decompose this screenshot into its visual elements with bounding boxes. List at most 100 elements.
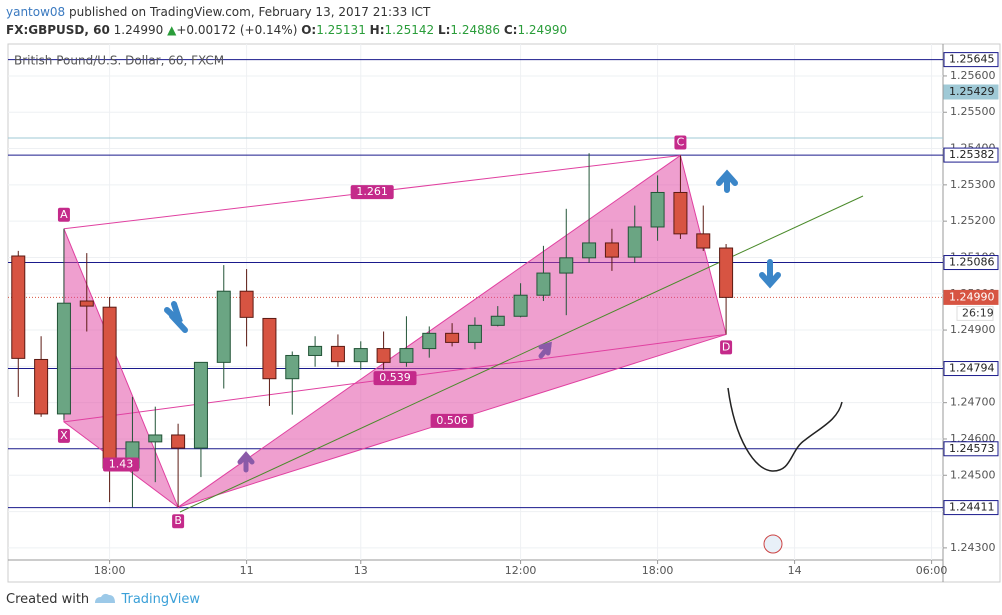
trend-line: [179, 195, 864, 513]
c-value: 1.24990: [517, 23, 568, 37]
candle-body: [536, 272, 551, 296]
ratio-box: [350, 185, 394, 200]
candle-body: [673, 191, 688, 235]
x-tick-label: 11: [240, 564, 254, 577]
hand-drawn-curve: [727, 387, 843, 472]
x-tick-label: 13: [354, 564, 368, 577]
ratio-label: 1.261: [356, 185, 388, 198]
y-tick-label: 1.25200: [950, 214, 996, 227]
point-box: [674, 135, 687, 150]
candle-body: [513, 294, 528, 317]
footer: Created with TradingView: [6, 589, 200, 607]
x-tick-label: 14: [788, 564, 802, 577]
y-tick-label: 1.25600: [950, 69, 996, 82]
candle-body: [719, 247, 734, 298]
candle-body: [696, 233, 711, 249]
logo: [95, 593, 116, 603]
x-tick-label: 18:00: [94, 564, 126, 577]
levels: [8, 59, 943, 509]
published: published on TradingView.com, February 1…: [69, 5, 431, 19]
price-box: [943, 289, 999, 305]
y-tick-label: 1.24900: [950, 323, 996, 336]
candle-body: [239, 290, 254, 318]
o-value: 1.25131: [316, 23, 366, 37]
header-line-1: yantow08 published on TradingView.com, F…: [6, 3, 567, 21]
point-box: [172, 514, 185, 529]
candle-body: [604, 242, 619, 258]
event-icon[interactable]: [763, 534, 783, 554]
point-box: [57, 207, 70, 222]
price-box-label: 1.24990: [949, 290, 995, 303]
point-label: A: [60, 208, 68, 221]
x-tick-label: 06:00: [916, 564, 948, 577]
brand[interactable]: TradingView: [121, 592, 200, 607]
price-box: [943, 84, 999, 100]
candle-body: [650, 191, 665, 228]
candle-body: [262, 317, 277, 380]
candle-body: [11, 255, 26, 359]
chart-title: British Pound/U.S. Dollar, 60, FXCM: [14, 54, 224, 68]
ratio-box: [430, 413, 474, 428]
candle-body: [422, 332, 437, 350]
candle-body: [285, 354, 300, 380]
point-box: [720, 340, 733, 355]
countdown-box: [956, 305, 994, 321]
y-tick-label: 1.25500: [950, 105, 996, 118]
arrow-up: [237, 451, 255, 473]
change: +0.00172 (+0.14%): [176, 23, 298, 37]
candle-body: [56, 302, 71, 415]
price-box-label: 1.25429: [949, 85, 995, 98]
chart: 1.261 0.539 0.506 1.43 X A B C D 1.243001.244001…: [7, 43, 1001, 583]
arrow-down: [759, 259, 781, 289]
point-label: D: [722, 340, 730, 353]
price-box-label: 1.25382: [949, 148, 995, 161]
price-box-label: 1.24411: [949, 501, 995, 514]
ratio-label: 0.539: [379, 371, 411, 384]
l-value: 1.24886: [450, 23, 501, 37]
candle-body: [148, 434, 163, 443]
price-box: [943, 255, 999, 271]
candle-body: [216, 290, 231, 363]
h-label: H:: [369, 23, 385, 37]
candle-body: [399, 348, 414, 363]
candle-body: [445, 332, 460, 343]
created: Created with: [6, 592, 90, 607]
ratio-box: [103, 457, 140, 472]
y-tick-label: 1.24700: [950, 396, 996, 409]
y-tick-label: 1.25300: [950, 178, 996, 191]
up-icon: ▲: [167, 23, 177, 37]
candle-body: [34, 358, 49, 415]
price-box-label: 1.25086: [949, 256, 995, 269]
header-line-2: FX:GBPUSD, 60 1.24990 ▲+0.00172 (+0.14%)…: [6, 21, 567, 39]
h-value: 1.25142: [384, 23, 435, 37]
price-box: [943, 500, 999, 516]
price-box-label: 1.25645: [949, 53, 995, 66]
candle-body: [582, 242, 597, 259]
price: 1.24990: [113, 23, 164, 37]
arrow-up: [538, 341, 552, 359]
l-label: L:: [437, 23, 451, 37]
price-box: [943, 147, 999, 163]
candle-body: [353, 348, 368, 363]
y-tick-label: 1.24500: [950, 468, 996, 481]
arrow-up: [716, 169, 738, 193]
price-box: [943, 52, 999, 68]
candle-body: [376, 348, 391, 363]
price-box-label: 1.24794: [949, 362, 995, 375]
annotations: 1.261 0.539 0.506 1.43 X A B C D: [57, 135, 843, 554]
candle-body: [467, 324, 482, 343]
candle-body: [627, 226, 642, 258]
user[interactable]: yantow08: [6, 5, 66, 19]
price-box: [943, 441, 999, 457]
candle-body: [171, 434, 186, 449]
point-box: [57, 428, 70, 443]
candle-body: [102, 306, 117, 469]
arrow-down: [164, 301, 188, 333]
candle-body: [330, 345, 345, 363]
ratio-box: [373, 371, 417, 386]
candle-body: [308, 345, 323, 356]
price-box: [943, 361, 999, 377]
point-label: C: [677, 135, 685, 148]
price-box-label: 1.24573: [949, 442, 995, 455]
